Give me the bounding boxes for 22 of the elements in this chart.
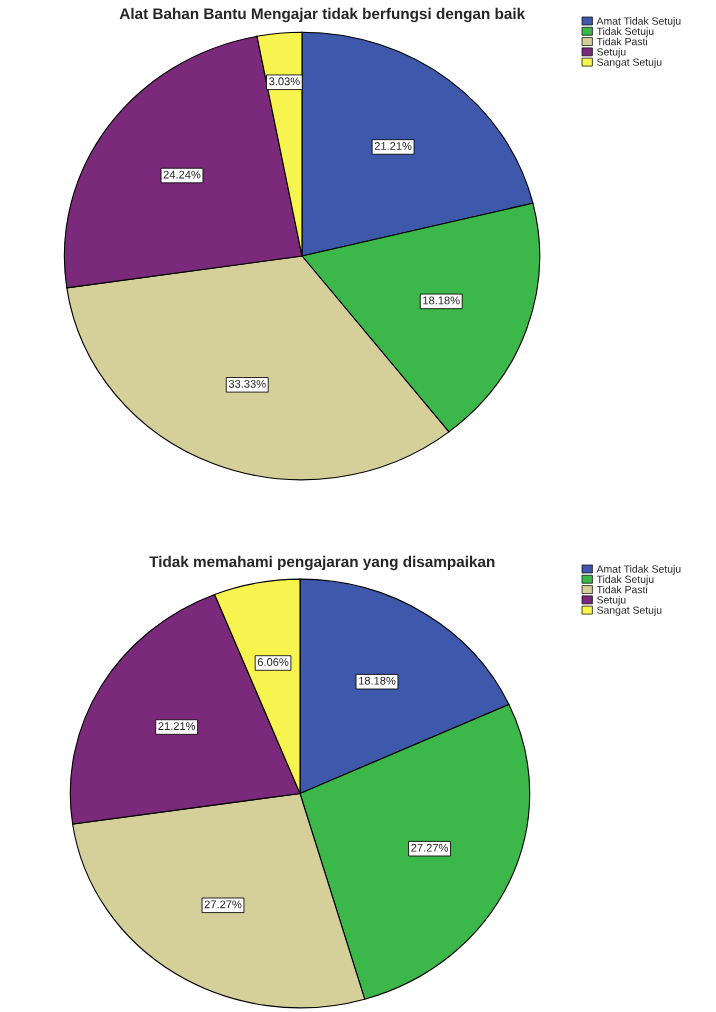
data-label: 33.33% [228, 379, 266, 388]
data-label: 24.24% [163, 170, 201, 179]
legend-label: Amat Tidak Setuju [596, 17, 681, 27]
data-label: 27.27% [204, 900, 242, 909]
data-label: 6.06% [257, 658, 289, 666]
chart-title: Tidak memahami pengajaran yang disampaikan [149, 555, 495, 571]
data-label: 18.18% [423, 296, 460, 305]
legend-label: Amat Tidak Setuju [596, 565, 681, 575]
legend-label: Tidak Setuju [596, 575, 654, 586]
chart-title: Alat Bahan Bantu Mengajar tidak berfungsi dengan baik [119, 7, 526, 23]
legend-label: Tidak Pasti [596, 585, 648, 594]
data-label: 21.21% [158, 722, 196, 730]
data-label: 21.21% [374, 142, 412, 150]
legend-label: Tidak Setuju [596, 27, 654, 38]
legend-label: Tidak Pasti [596, 37, 648, 46]
data-label: 27.27% [411, 843, 448, 852]
legend-label: Setuju [597, 47, 626, 58]
data-label: 3.03% [269, 77, 300, 86]
legend-label: Setuju [597, 595, 626, 606]
data-label: 18.18% [359, 676, 396, 685]
legend-label: Sangat Setuju [597, 606, 662, 616]
legend-label: Sangat Setuju [597, 58, 662, 68]
